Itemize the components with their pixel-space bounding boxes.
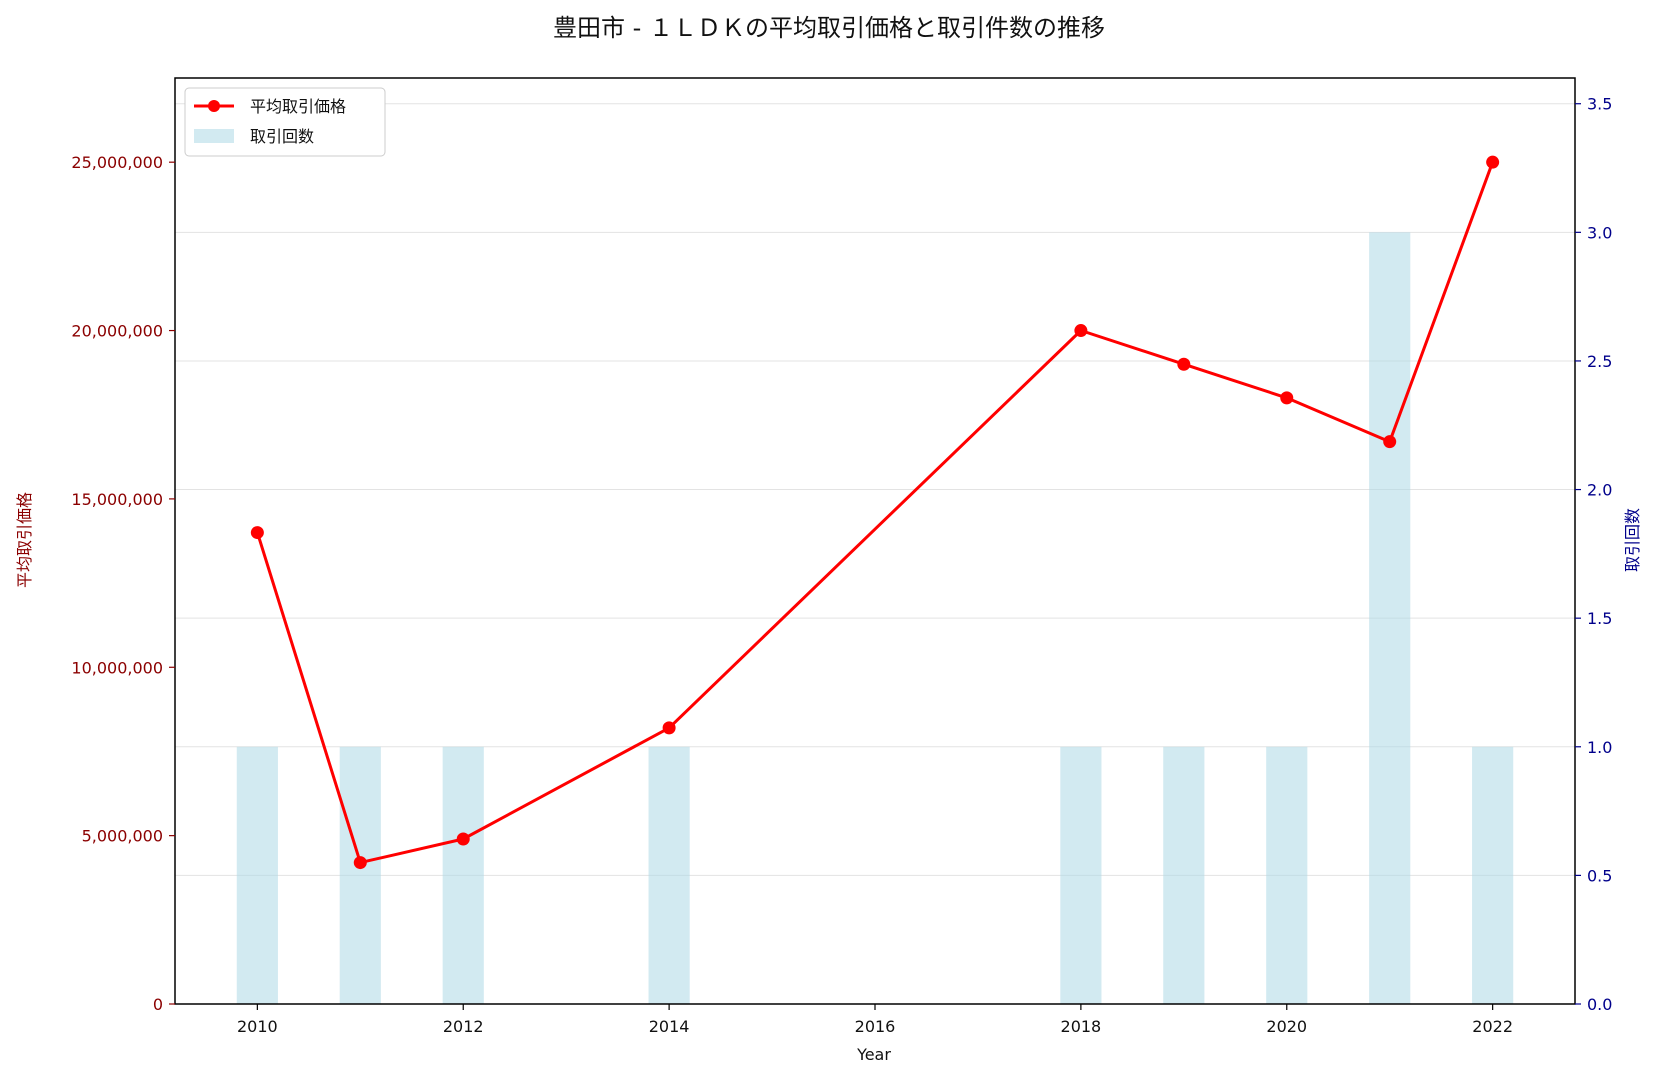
x-tick-label-0: 2010 [237,1017,278,1036]
x-tick-label-3: 2016 [855,1017,896,1036]
y-left-tick-label-0: 0 [153,995,163,1014]
y-left-tick-label-3: 15,000,000 [71,490,163,509]
x-tick-label-5: 2020 [1266,1017,1307,1036]
y-left-tick-label-2: 10,000,000 [71,658,163,677]
price-point-2010 [250,526,264,540]
chart-title: 豊田市 - １ＬＤＫの平均取引価格と取引件数の推移 [553,14,1105,42]
price-point-2019 [1177,357,1191,371]
legend-label-price: 平均取引価格 [250,97,346,116]
y-right-tick-label-0: 0.0 [1587,995,1612,1014]
y-right-tick-label-6: 3.0 [1587,223,1612,242]
y-right-tick-label-3: 1.5 [1587,609,1612,628]
bar-2011 [339,746,381,1004]
bar-2019 [1163,746,1205,1004]
legend-box [184,87,386,157]
y-right-tick-label-2: 1.0 [1587,738,1612,757]
legend-label-count: 取引回数 [250,127,314,146]
price-point-2011 [353,856,367,870]
y-right-tick-label-5: 2.5 [1587,352,1612,371]
price-point-2012 [456,832,470,846]
price-point-2020 [1280,391,1294,405]
y-right-tick-label-4: 2.0 [1587,481,1612,500]
line-layer [250,155,1500,870]
y-left-tick-label-5: 25,000,000 [71,153,163,172]
y-right-axis-label: 取引回数 [1623,508,1642,572]
price-point-2018 [1074,324,1088,338]
y-right-tick-label-1: 0.5 [1587,866,1612,885]
legend-marker-swatch [208,100,220,112]
bar-2021 [1369,232,1411,1005]
x-axis-label: Year [856,1045,891,1064]
price-point-2014 [662,721,676,735]
bar-2018 [1060,746,1102,1004]
x-tick-label-1: 2012 [443,1017,484,1036]
y-left-tick-label-1: 5,000,000 [82,827,163,846]
x-tick-label-6: 2022 [1472,1017,1513,1036]
y-left-axis-label: 平均取引価格 [15,492,34,588]
bar-2010 [236,746,278,1004]
bar-2020 [1266,746,1308,1004]
price-point-2021 [1383,435,1397,449]
grid-layer [175,103,1575,876]
bar-layer [236,232,1514,1005]
bar-2014 [648,746,690,1004]
x-tick-label-2: 2014 [649,1017,690,1036]
y-right-tick-label-7: 3.5 [1587,95,1612,114]
price-point-2022 [1486,155,1500,169]
legend-bar-swatch [194,129,234,143]
bar-2022 [1472,746,1514,1004]
x-tick-label-4: 2018 [1061,1017,1102,1036]
y-left-tick-label-4: 20,000,000 [71,322,163,341]
plot-frame [174,77,1576,1005]
legend: 平均取引価格 取引回数 [184,87,386,157]
bar-2012 [442,746,484,1004]
axes-layer: 0 5,000,000 10,000,000 15,000,000 20,000,000… [71,77,1612,1036]
